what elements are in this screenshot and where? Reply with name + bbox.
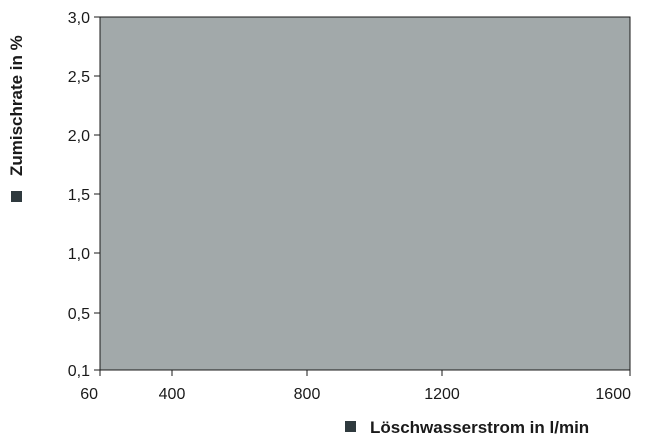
x-tick-label: 800 [294,386,321,403]
x-tick-label: 1600 [595,386,631,403]
x-tick-label: 60 [80,386,98,403]
y-tick-label: 3,0 [68,10,90,27]
y-axis-label: Zumischrate in % [7,35,26,176]
plot-area-fill [99,16,631,371]
y-tick-label: 2,0 [68,128,90,145]
y-legend-marker [11,191,22,202]
x-legend-marker [345,421,356,432]
x-axis-label: Löschwasserstrom in l/min [370,418,589,437]
x-axis-ticks: 60 400 800 1200 1600 [80,370,631,403]
y-tick-label: 0,5 [68,306,90,323]
y-tick-label: 1,5 [68,187,90,204]
y-tick-label: 1,0 [68,246,90,263]
y-tick-label: 0,1 [68,363,90,380]
x-tick-label: 1200 [424,386,460,403]
x-tick-label: 400 [159,386,186,403]
y-axis-ticks: 0,1 0,5 1,0 1,5 2,0 2,5 3,0 [68,10,100,380]
y-tick-label: 2,5 [68,69,90,86]
